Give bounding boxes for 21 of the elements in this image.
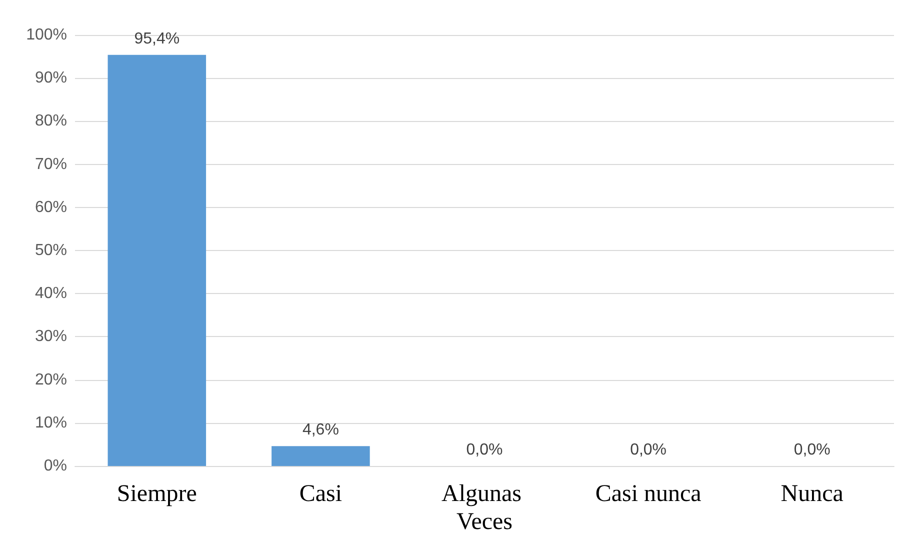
data-label: 0,0%: [630, 442, 667, 458]
y-tick-label: 0%: [44, 458, 67, 474]
data-label: 95,4%: [134, 30, 180, 48]
data-label: 0,0%: [794, 442, 830, 458]
x-tick-label: Algunas Veces: [442, 481, 528, 535]
y-tick-label: 90%: [34, 70, 67, 87]
y-tick-label: 80%: [34, 112, 67, 130]
y-tick-label: 40%: [34, 285, 67, 302]
data-label: 0,0%: [466, 442, 503, 458]
x-tick-label: Casi nunca: [595, 481, 702, 507]
y-tick-label: 70%: [34, 156, 67, 173]
y-tick-label: 100%: [26, 26, 67, 44]
y-tick-label: 20%: [34, 371, 67, 388]
data-label: 4,6%: [302, 422, 339, 439]
y-tick-label: 60%: [34, 198, 67, 216]
y-tick-label: 30%: [34, 328, 67, 346]
y-tick-label: 10%: [34, 414, 67, 432]
y-tick-label: 50%: [34, 242, 67, 259]
x-tick-label: Casi: [299, 481, 342, 507]
x-tick-label: Siempre: [116, 481, 197, 507]
x-tick-label: Nunca: [780, 481, 844, 507]
